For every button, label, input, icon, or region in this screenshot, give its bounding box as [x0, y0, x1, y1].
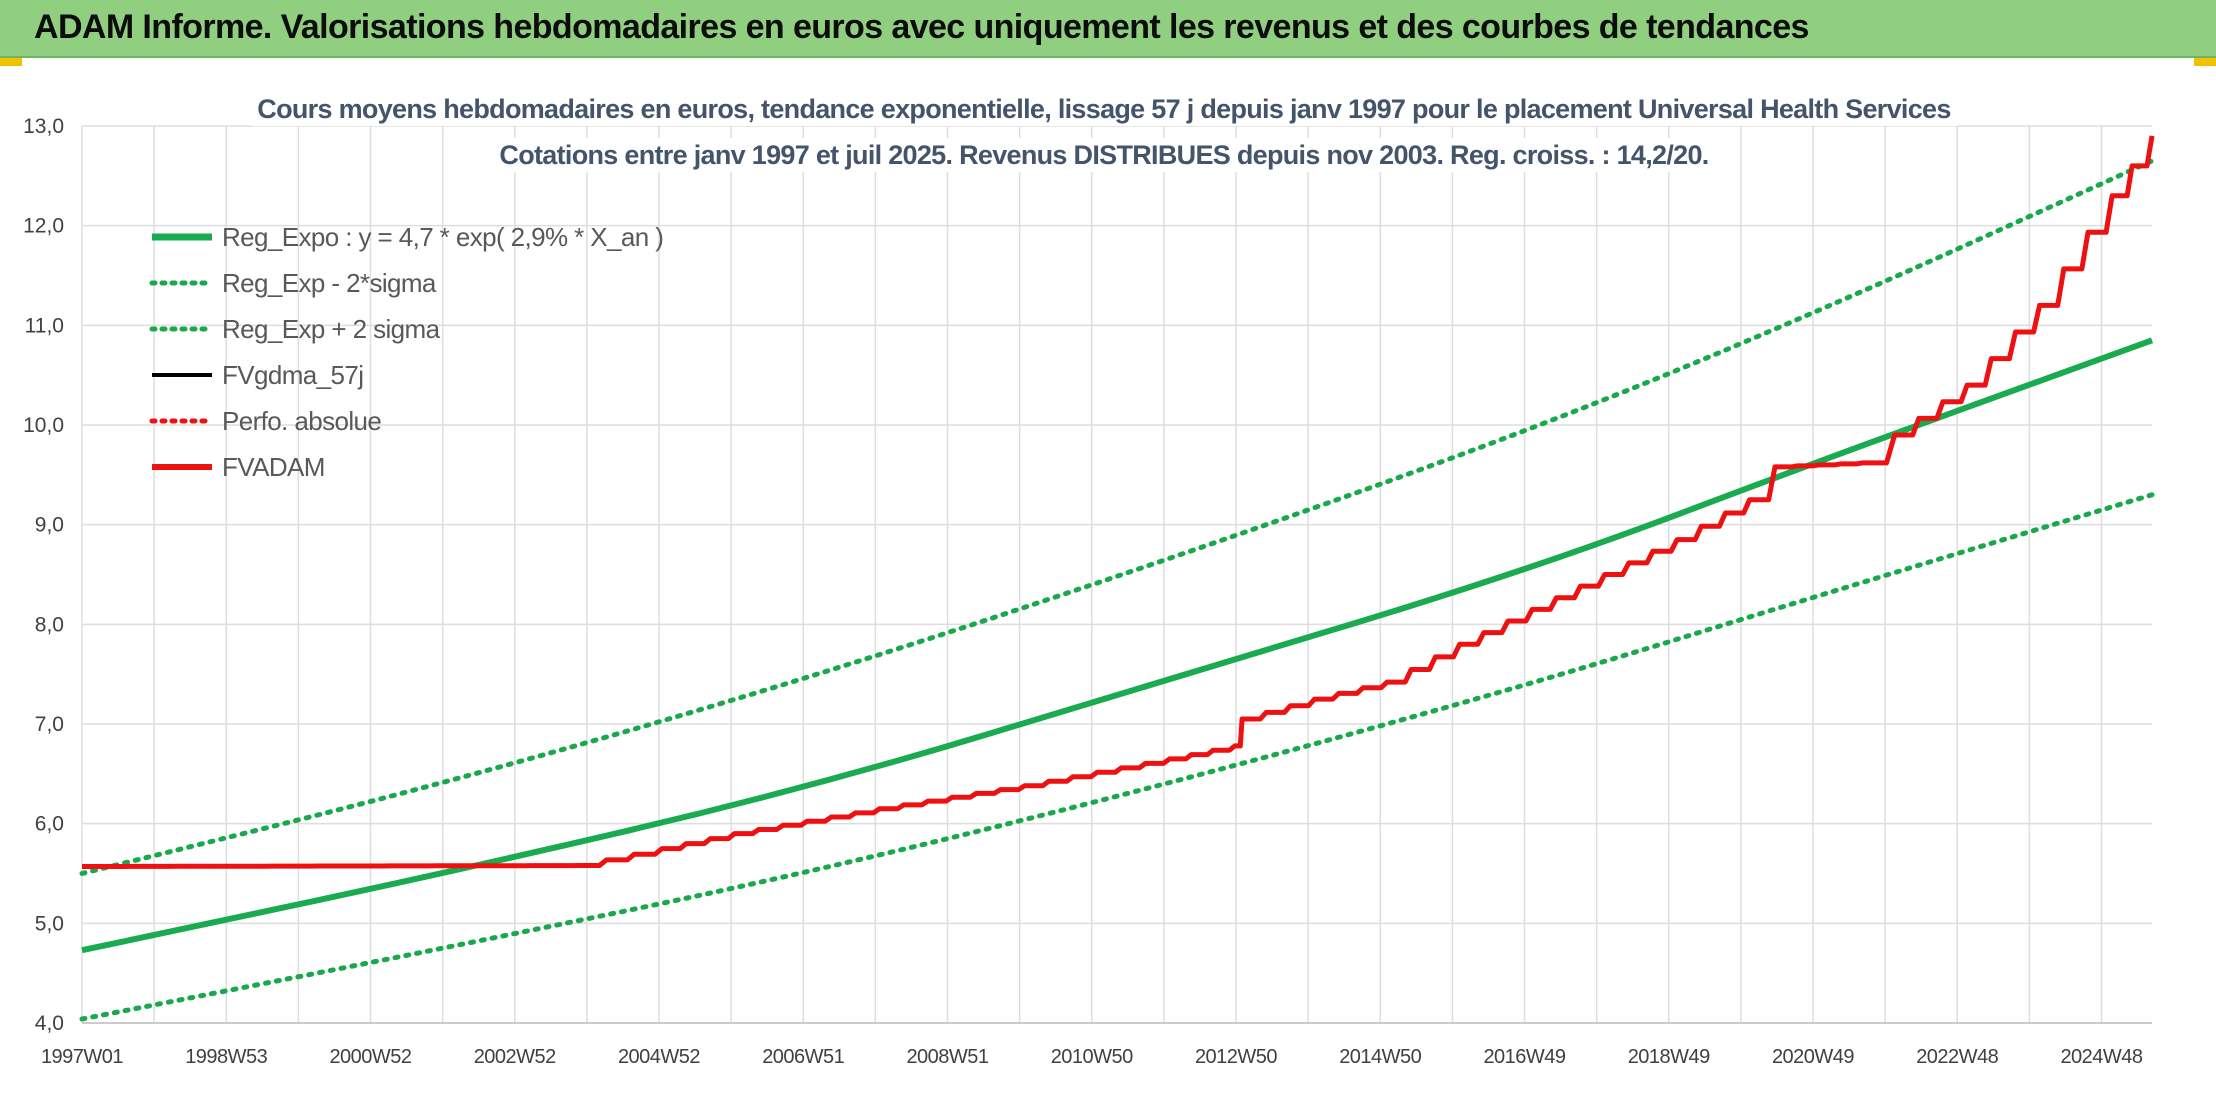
- chart-titles: Cours moyens hebdomadaires en euros, ten…: [251, 92, 1957, 172]
- corner-marker-left: [0, 58, 22, 66]
- y-axis-labels: 4,0 5,0 6,0 7,0 8,0 9,0 10,0 11,0 12,0 13,0: [23, 115, 64, 1035]
- x-tick-label: 2024W48: [2060, 1046, 2142, 1068]
- x-tick-label: 2010W50: [1051, 1046, 1133, 1068]
- chart-canvas: 4,0 5,0 6,0 7,0 8,0 9,0 10,0 11,0 12,0 13,0 1997W…: [23, 92, 2155, 1068]
- y-tick-label: 11,0: [25, 314, 64, 337]
- legend-label: FVADAM: [222, 452, 325, 482]
- y-tick-label: 8,0: [35, 613, 64, 636]
- chart-subtitle: Cotations entre janv 1997 et juil 2025. …: [499, 140, 1708, 170]
- legend-label: Reg_Exp + 2 sigma: [222, 314, 441, 344]
- report-banner: ADAM Informe. Valorisations hebdomadaire…: [0, 0, 2216, 58]
- corner-marker-right: [2194, 58, 2216, 66]
- x-tick-label: 2018W49: [1628, 1046, 1710, 1068]
- x-tick-label: 2002W52: [474, 1046, 556, 1068]
- legend-label: Perfo. absolue: [222, 406, 381, 436]
- y-tick-label: 13,0: [23, 115, 64, 138]
- legend-label: FVgdma_57j: [222, 360, 363, 390]
- y-tick-label: 5,0: [35, 912, 64, 935]
- y-tick-label: 12,0: [23, 215, 64, 238]
- chart-title-backing: [251, 92, 1957, 126]
- y-tick-label: 4,0: [35, 1012, 64, 1035]
- x-tick-label: 2020W49: [1772, 1046, 1854, 1068]
- x-tick-label: 2014W50: [1339, 1046, 1421, 1068]
- x-tick-label: 2004W52: [618, 1046, 700, 1068]
- y-tick-label: 7,0: [35, 713, 64, 736]
- series-perfo-absolue: [82, 135, 2153, 868]
- chart-subtitle-backing: [493, 138, 1715, 172]
- x-tick-label: 2008W51: [906, 1046, 988, 1068]
- x-axis-labels: 1997W01 1998W53 2000W52 2002W52 2004W52 2006W…: [41, 1046, 2144, 1068]
- series-reg-exp-2-sigma: [79, 158, 2155, 876]
- legend-label: Reg_Exp - 2*sigma: [222, 268, 437, 298]
- x-tick-label: 2000W52: [329, 1046, 411, 1068]
- chart-series: [79, 135, 2155, 1022]
- y-tick-label: 6,0: [35, 813, 64, 836]
- x-tick-label: 2006W51: [762, 1046, 844, 1068]
- y-tick-label: 9,0: [35, 514, 64, 537]
- legend-label: Reg_Expo : y = 4,7 * exp( 2,9% * X_an ): [222, 222, 663, 252]
- series-reg-exp-2-sigma: [79, 492, 2155, 1022]
- x-tick-label: 1998W53: [185, 1046, 267, 1068]
- x-tick-label: 2012W50: [1195, 1046, 1277, 1068]
- x-tick-label: 1997W01: [41, 1046, 123, 1068]
- report-title: ADAM Informe. Valorisations hebdomadaire…: [34, 8, 1809, 46]
- series-reg-expo-y-4-7-exp-2-9-x-an: [81, 337, 2154, 954]
- x-tick-label: 2016W49: [1483, 1046, 1565, 1068]
- y-tick-label: 10,0: [23, 414, 64, 437]
- chart-title: Cours moyens hebdomadaires en euros, ten…: [257, 94, 1950, 124]
- x-tick-label: 2022W48: [1916, 1046, 1998, 1068]
- chart-legend: Reg_Expo : y = 4,7 * exp( 2,9% * X_an ) R…: [149, 222, 664, 482]
